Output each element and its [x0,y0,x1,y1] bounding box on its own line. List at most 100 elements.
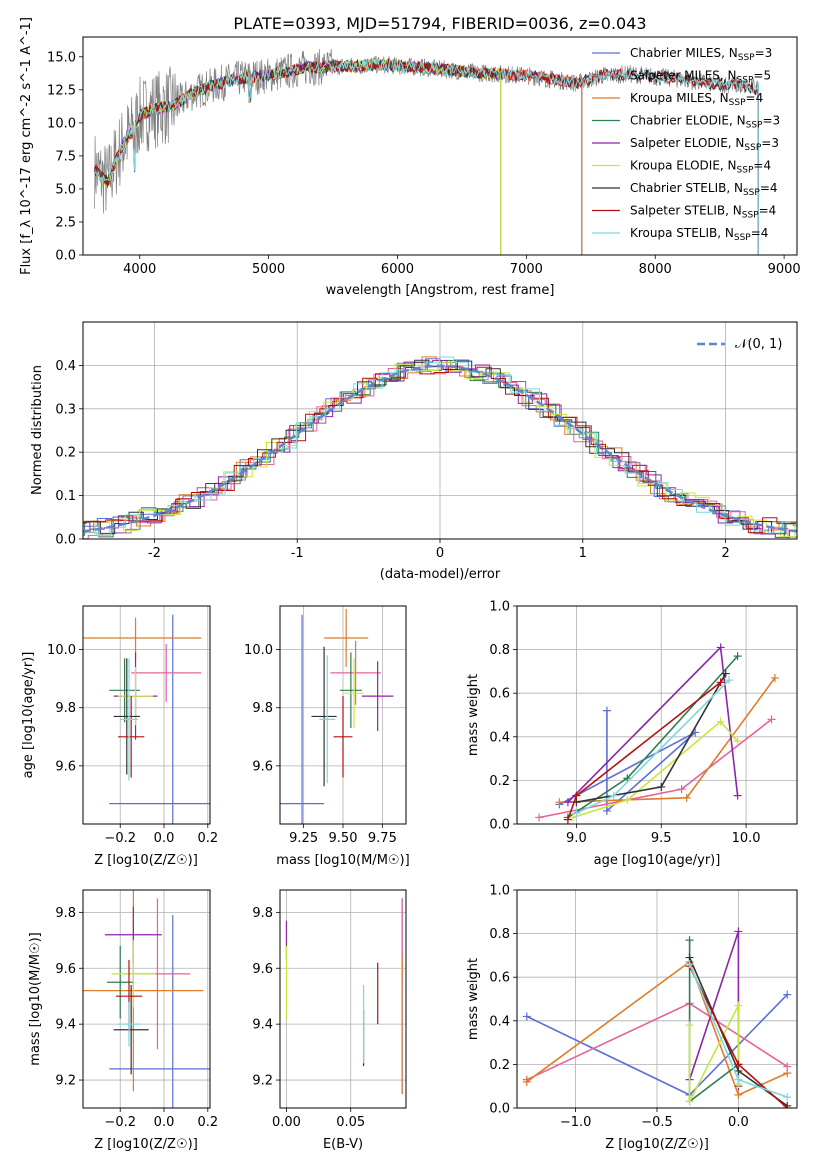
legend-series-name: Kroupa STELIB, N [630,226,734,240]
x-axis-label: Z [log10(Z/Z☉)] [94,1137,198,1152]
y-tick-label: 0.0 [489,818,510,833]
weight-marker [734,1075,743,1084]
legend-label: Kroupa ELODIE, NSSP=4 [630,159,771,176]
legend-subscript: SSP [737,166,754,176]
histogram-step [83,366,797,534]
weight-marker [609,791,618,800]
weight-marker [716,678,725,687]
legend-label: 𝒩(0, 1) [735,337,782,352]
weight-marker [685,1021,694,1030]
legend-label: Chabrier MILES, NSSP=3 [630,46,772,63]
histogram-step [83,360,797,538]
weight-marker [770,673,779,682]
weight-line [576,679,730,814]
weight-marker [685,960,694,969]
legend-count: =3 [761,136,779,150]
y-axis-label: age [log10(age/yr)] [21,652,36,779]
weight-marker [734,1090,743,1099]
x-tick-label: 6000 [381,262,414,277]
y-axis-label: mass [log10(M/M☉)] [28,932,43,1065]
x-tick-label: 4000 [123,262,156,277]
weight-marker [734,1060,743,1069]
y-tick-label: 9.6 [55,962,76,977]
weight-marker [602,806,611,815]
axes-frame [279,605,407,825]
x-tick-label: 10.0 [732,831,761,846]
x-axis-label: E(B-V) [323,1137,363,1152]
y-tick-label: 9.6 [55,759,76,774]
spectrum-panel: 4000 5000 6000 7000 8000 9000 0.0 2.5 5.0 7.5 10.0… [19,17,801,298]
x-tick-label: 0.2 [197,1115,218,1130]
legend-count: =3 [755,46,773,60]
y-tick-label: 10.0 [244,643,273,658]
x-tick-label: 0.0 [728,1115,749,1130]
x-tick-label: 9.25 [289,831,318,846]
gaussian-curve [83,364,797,533]
weight-marker [602,706,611,715]
model-spectrum-line [94,57,759,255]
legend-subscript: SSP [738,53,755,63]
weight-marker [733,791,742,800]
weight-line [688,1005,740,1102]
x-tick-label: 1 [579,546,587,561]
legend-series-name: Chabrier ELODIE, N [630,114,746,128]
residuals-panel: -2 -1 0 1 2 0.0 0.1 0.2 0.3 0.4 𝒩(0, 1) (data-model… [30,321,798,582]
weight-marker [563,815,572,824]
x-tick-label: −0.5 [641,1115,673,1130]
y-tick-label: 0.8 [489,927,510,942]
weight-marker [783,1104,792,1108]
age-vs-z-panel: −0.2 0.0 0.2 9.6 9.8 10.0 Z [log10(Z/Z☉)] age [… [21,605,218,868]
legend-label: Salpeter MILES, NSSP=5 [630,69,771,86]
legend-count: =4 [751,226,769,240]
legend-series-name: Salpeter MILES, N [630,69,737,83]
weight-marker [572,791,581,800]
weight-line [559,710,696,813]
age-vs-mass-panel: 9.25 9.50 9.75 9.6 9.8 10.0 mass [log10(M/M☉)] [244,605,410,868]
y-tick-label: 9.8 [55,701,76,716]
y-tick-label: 1.0 [489,600,510,615]
weight-marker [572,809,581,818]
weight-marker [677,785,686,794]
y-axis-label: mass weight [466,958,481,1040]
legend-count: =5 [753,69,771,83]
errorbar-layer [280,608,394,824]
y-axis-label: mass weight [466,674,481,756]
y-tick-label: 12.5 [47,83,76,98]
y-tick-label: 0.1 [55,489,76,504]
legend-label: Chabrier STELIB, NSSP=4 [630,181,778,198]
legend-count: =4 [746,91,764,105]
weight-vs-z-panel: −1.0 −0.5 0.0 0.0 0.2 0.4 0.6 0.8 1.0 Z [log10(Z/… [466,884,798,1152]
y-tick-label: 9.6 [252,759,273,774]
y-tick-label: 0.4 [489,1014,510,1029]
y-tick-label: 0.2 [489,1058,510,1073]
x-tick-label: 0.00 [272,1115,301,1130]
y-tick-label: 15.0 [47,50,76,65]
x-tick-label: 0 [436,546,444,561]
legend-series-name: Salpeter ELODIE, N [630,136,744,150]
histogram-step [83,356,797,536]
y-tick-label: 0.6 [489,687,510,702]
y-tick-label: 9.8 [252,906,273,921]
legend-series-name: Chabrier MILES, N [630,46,738,60]
axes-frame [279,889,407,1109]
weight-vs-age-panel: 9.0 9.5 10.0 0.0 0.2 0.4 0.6 0.8 1.0 age [log10(a… [466,600,798,868]
legend-count: =3 [762,114,780,128]
x-tick-label: 5000 [252,262,285,277]
x-axis-label: (data-model)/error [380,567,501,582]
x-tick-label: -1 [291,546,304,561]
x-axis-label: Z [log10(Z/Z☉)] [94,853,198,868]
y-tick-label: 9.6 [252,962,273,977]
weight-marker [733,652,742,661]
legend-count: =4 [760,181,778,195]
x-tick-label: 0.0 [154,831,175,846]
axes-frame [82,889,211,1109]
x-tick-label: 0.05 [336,1115,365,1130]
y-axis-label: Normed distribution [30,365,45,495]
weight-marker [522,1012,531,1021]
x-tick-label: 9.5 [651,831,672,846]
legend-subscript: SSP [746,121,763,131]
legend-subscript: SSP [729,98,746,108]
x-tick-label: 0.0 [154,1115,175,1130]
y-tick-label: 9.8 [252,701,273,716]
y-tick-label: 1.0 [489,884,510,899]
